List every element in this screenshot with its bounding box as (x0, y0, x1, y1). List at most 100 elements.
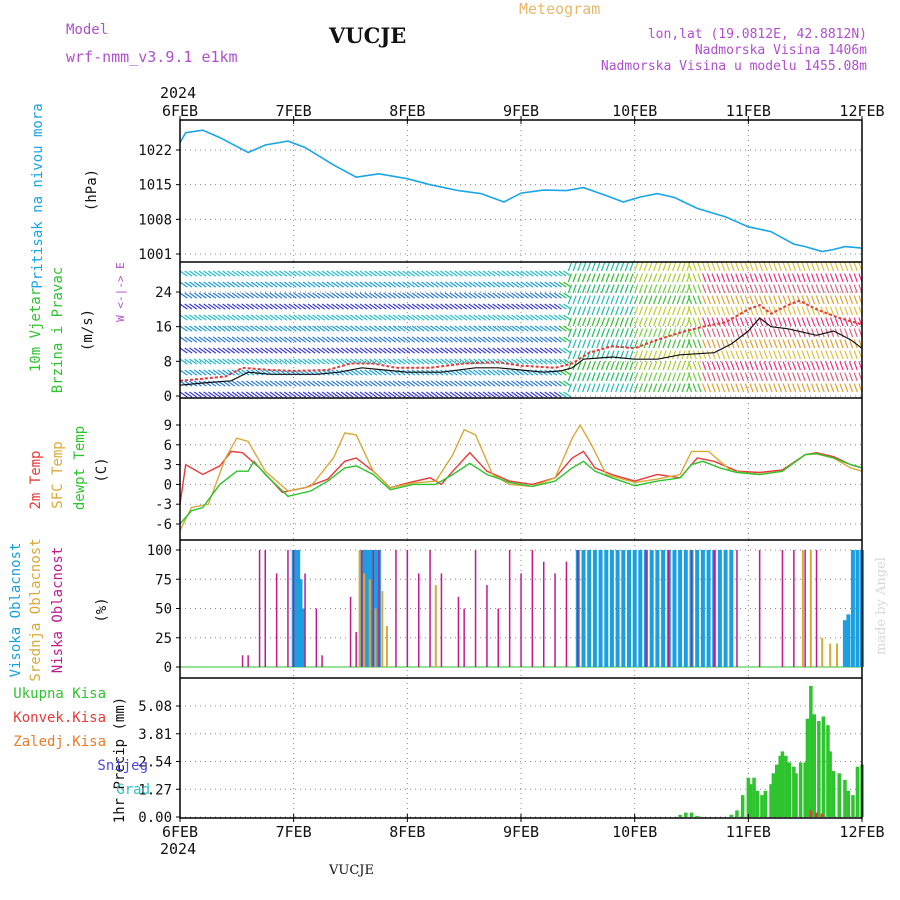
cloud-high-bar (695, 550, 700, 667)
wind-barb (331, 391, 340, 398)
wind-barb (459, 358, 468, 365)
wind-barb (383, 369, 392, 376)
wind-barb (544, 391, 553, 398)
wind-barb (582, 339, 587, 349)
wind-barb (312, 270, 321, 277)
wind-barb (468, 314, 477, 321)
wind-barb (459, 270, 468, 277)
wind-barb (692, 350, 697, 360)
wind-barb (496, 314, 506, 321)
cloud-low-bar (497, 608, 499, 667)
wind-barb (549, 358, 558, 365)
wind-barb (801, 284, 806, 294)
wind-barb (496, 391, 506, 398)
temp-y-tick-label: 0 (164, 477, 172, 493)
wind-barb (430, 281, 439, 288)
wind-barb (264, 358, 273, 365)
wind-barb (179, 391, 188, 398)
wind-barb (844, 284, 849, 294)
wind-barb (501, 281, 510, 288)
wind-barb (624, 350, 629, 360)
wind-barb (697, 284, 702, 294)
wind-barb (634, 295, 639, 305)
wind-barb (193, 358, 202, 365)
wind-barb (600, 328, 606, 338)
wind-barb (241, 303, 250, 310)
wind-barb (288, 325, 297, 332)
wind-barb (444, 270, 453, 277)
wind-barb (697, 383, 702, 393)
wind-barb (754, 262, 759, 272)
wind-barb (364, 358, 373, 365)
wind-barb (716, 339, 721, 349)
wind-barb (744, 262, 749, 272)
wind-barb (487, 347, 496, 354)
wind-barb (184, 380, 193, 387)
wind-barb (810, 262, 816, 272)
wind-barb (255, 347, 264, 354)
wind-barb (468, 336, 477, 343)
wind-barb (787, 295, 792, 305)
wind-barb (648, 328, 653, 338)
wind-barb (711, 339, 716, 349)
wind-barb (378, 358, 387, 365)
cloud-low-bar (372, 550, 374, 667)
wind-barb (440, 303, 449, 310)
wind-barb (687, 317, 693, 327)
wind-barb (227, 270, 236, 277)
wind-barb (264, 325, 273, 332)
wind-barb (193, 303, 202, 310)
wind-barb (515, 369, 524, 376)
wind-barb (534, 336, 543, 343)
wind-barb (236, 270, 245, 277)
wind-barb (421, 303, 430, 310)
wind-barb (236, 292, 245, 299)
wind-barb (506, 380, 515, 387)
wind-barb (634, 350, 639, 360)
cloud-high-bar (587, 550, 592, 667)
wind-barb (567, 306, 573, 316)
wind-barb (222, 336, 231, 343)
wind-barb (212, 347, 221, 354)
wind-barb (567, 262, 573, 272)
wind-barb (189, 325, 198, 332)
wind-barb (600, 339, 606, 349)
wind-barb (208, 358, 217, 365)
cloud-low-bar (531, 550, 534, 667)
wind-barb (848, 273, 854, 283)
wind-barb (255, 325, 264, 332)
cloud-high-bar (592, 550, 597, 667)
wind-barb (359, 358, 368, 365)
wind-barb (801, 317, 806, 327)
cloud-high-bar (638, 550, 643, 667)
wind-barb (264, 391, 273, 398)
wind-barb (478, 314, 487, 321)
wind-barb (796, 339, 801, 349)
wind-barb (671, 361, 677, 371)
wind-barb (754, 350, 759, 360)
wind-barb (373, 292, 382, 299)
wind-y-tick-label: 8 (164, 354, 172, 370)
wind-barb (582, 295, 587, 305)
wind-barb (758, 262, 764, 272)
wind-barb (212, 270, 221, 277)
wind-barb (657, 372, 662, 382)
wind-barb (326, 347, 335, 354)
cloud-low-bar (321, 655, 323, 667)
wind-barb (340, 391, 349, 398)
precip-y-tick-label: 0.00 (138, 810, 172, 826)
wind-barb (392, 303, 401, 310)
wind-barb (435, 380, 444, 387)
wind-barb (288, 281, 297, 288)
wind-barb (193, 325, 202, 332)
wind-barb (425, 336, 434, 343)
wind-barb (293, 347, 302, 354)
precip-conv-bar (815, 812, 818, 817)
wind-barb (692, 383, 697, 393)
wind-barb (829, 295, 835, 305)
wind-barb (563, 369, 572, 376)
wind-barb (515, 292, 524, 299)
wind-barb (454, 281, 463, 288)
wind-barb (482, 380, 491, 387)
wind-barb (212, 391, 221, 398)
